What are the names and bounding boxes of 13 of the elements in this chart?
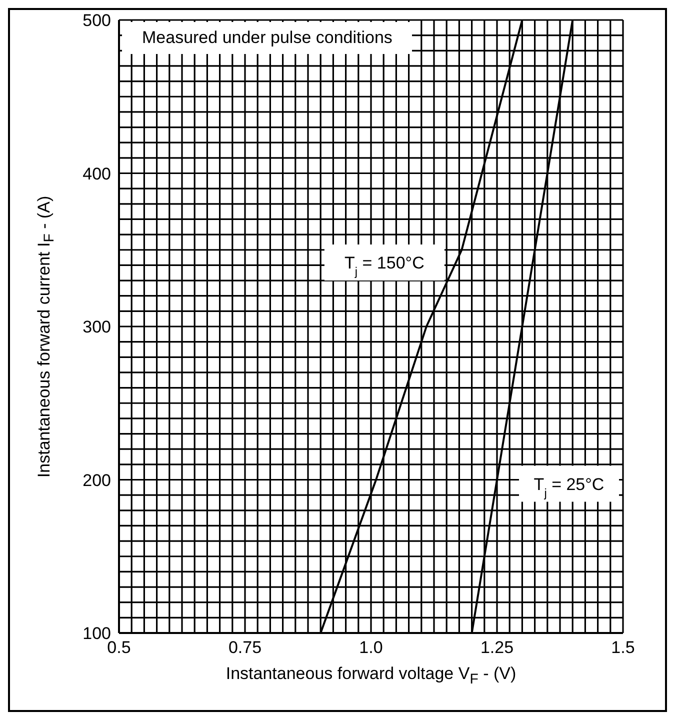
y-tick-label: 200 bbox=[82, 470, 111, 490]
x-axis-title: Instantaneous forward voltage V$_{F}$ - (V) bbox=[224, 664, 518, 688]
x-tick-label: 0.75 bbox=[228, 638, 262, 658]
series-label: T$_{j}$ = 150°C bbox=[344, 254, 424, 278]
x-tick-label: 0.5 bbox=[107, 638, 131, 658]
x-tick-label: 1.0 bbox=[359, 638, 383, 658]
y-tick-label: 400 bbox=[82, 164, 111, 184]
annotation: Measured under pulse conditions bbox=[122, 22, 412, 54]
y-tick-label: 500 bbox=[82, 11, 111, 30]
text: T$_{j}$ = 25°C bbox=[534, 474, 604, 500]
x-tick-label: 1.5 bbox=[611, 638, 635, 658]
y-tick-label: 300 bbox=[82, 318, 111, 337]
x-tick-label: 1.25 bbox=[480, 638, 514, 658]
